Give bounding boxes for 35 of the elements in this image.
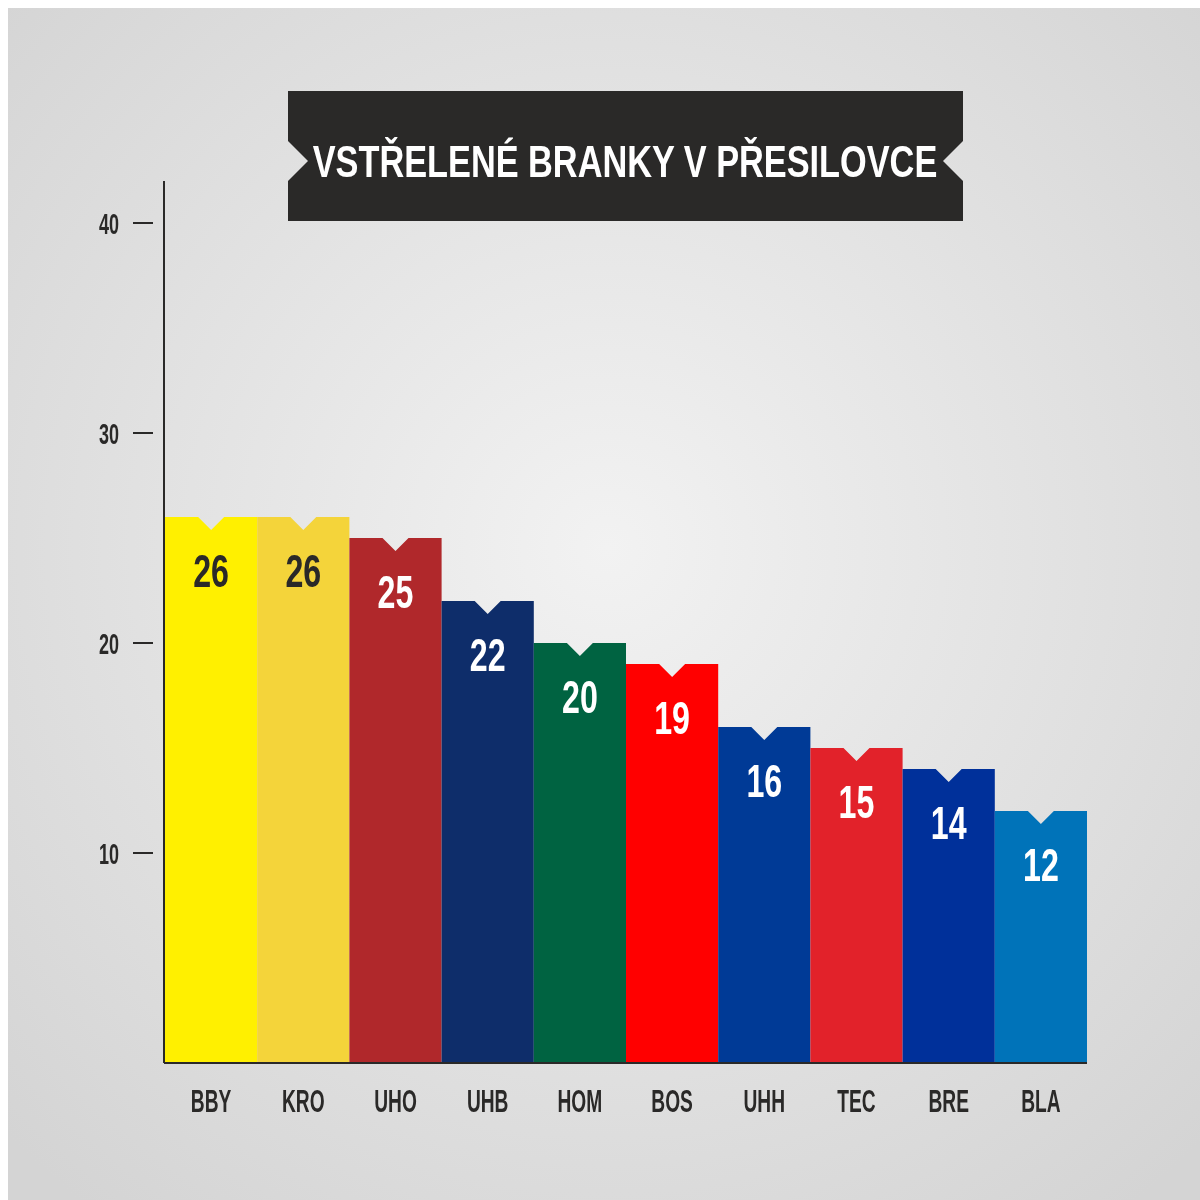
x-tick-label: HOM — [557, 1082, 603, 1119]
x-tick-label: BLA — [1021, 1082, 1061, 1119]
x-tick-label: UHO — [374, 1082, 417, 1119]
data-label: 25 — [377, 566, 414, 618]
bar — [994, 811, 1087, 1063]
y-tick-label: 30 — [99, 417, 119, 450]
chart-title: VSTŘELENÉ BRANKY V PŘESILOVCE — [312, 136, 938, 186]
data-label: 12 — [1022, 839, 1059, 891]
data-label: 15 — [838, 776, 875, 828]
bar — [718, 727, 811, 1063]
x-tick-label: BRE — [928, 1082, 969, 1119]
bar — [902, 769, 995, 1063]
data-label: 19 — [654, 692, 691, 744]
bar — [349, 538, 442, 1063]
x-tick-label: BOS — [651, 1082, 693, 1119]
data-label: 14 — [930, 797, 967, 849]
y-tick-label: 20 — [99, 627, 119, 660]
bar — [810, 748, 903, 1063]
bar — [626, 664, 719, 1063]
x-tick-label: KRO — [281, 1082, 325, 1119]
data-label: 26 — [285, 545, 322, 597]
y-tick-label: 10 — [99, 837, 119, 870]
x-tick-label: UHB — [466, 1082, 509, 1119]
data-label: 22 — [469, 629, 506, 681]
bar — [441, 601, 534, 1063]
bar — [165, 517, 258, 1063]
y-tick-label: 40 — [99, 207, 119, 240]
x-tick-label: UHH — [743, 1082, 786, 1119]
data-label: 16 — [746, 755, 783, 807]
x-tick-label: BBY — [190, 1082, 232, 1119]
bar — [257, 517, 350, 1063]
x-tick-label: TEC — [837, 1082, 876, 1119]
bar — [533, 643, 626, 1063]
data-label: 20 — [561, 671, 598, 723]
data-label: 26 — [193, 545, 230, 597]
